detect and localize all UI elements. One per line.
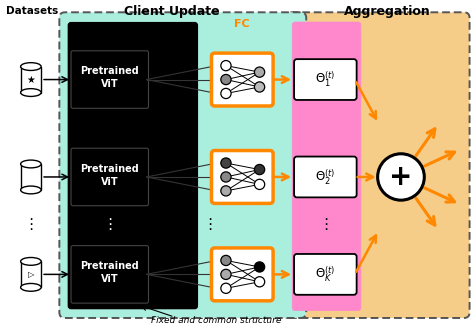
Ellipse shape [20, 186, 41, 194]
Text: ⋮: ⋮ [23, 217, 38, 232]
Circle shape [221, 60, 231, 71]
Text: Pretrained
ViT: Pretrained ViT [81, 66, 139, 89]
Text: $\Theta_1^{(t)}$: $\Theta_1^{(t)}$ [315, 70, 336, 89]
Circle shape [221, 255, 231, 266]
Text: ⋮: ⋮ [318, 217, 333, 232]
Text: Fixed and common structure: Fixed and common structure [151, 316, 282, 325]
FancyBboxPatch shape [292, 22, 361, 311]
Bar [20, 164, 41, 190]
Text: ⋮: ⋮ [202, 217, 217, 232]
FancyBboxPatch shape [71, 246, 148, 303]
Text: +: + [389, 163, 413, 191]
FancyBboxPatch shape [211, 150, 273, 203]
Ellipse shape [20, 160, 41, 168]
FancyBboxPatch shape [294, 157, 356, 198]
Text: ⋮: ⋮ [102, 217, 118, 232]
Text: Pretrained
ViT: Pretrained ViT [81, 164, 139, 187]
Circle shape [221, 75, 231, 85]
Text: Datasets: Datasets [6, 6, 58, 16]
Circle shape [221, 158, 231, 168]
Circle shape [255, 67, 264, 77]
Ellipse shape [20, 89, 41, 96]
Text: ★: ★ [27, 75, 35, 85]
FancyBboxPatch shape [71, 51, 148, 108]
Circle shape [221, 269, 231, 280]
Bar [20, 261, 41, 287]
FancyBboxPatch shape [294, 59, 356, 100]
Text: $\Theta_2^{(t)}$: $\Theta_2^{(t)}$ [315, 167, 336, 187]
Circle shape [221, 88, 231, 98]
FancyBboxPatch shape [211, 53, 273, 106]
Text: Pretrained
ViT: Pretrained ViT [81, 261, 139, 284]
Circle shape [255, 262, 264, 272]
Circle shape [221, 186, 231, 196]
FancyBboxPatch shape [283, 12, 470, 318]
FancyBboxPatch shape [294, 254, 356, 295]
FancyBboxPatch shape [71, 148, 148, 206]
Circle shape [221, 172, 231, 182]
Ellipse shape [20, 257, 41, 265]
Circle shape [255, 164, 264, 175]
Ellipse shape [20, 63, 41, 70]
Circle shape [255, 179, 264, 189]
Bar [20, 67, 41, 93]
FancyBboxPatch shape [59, 12, 306, 318]
Text: Aggregation: Aggregation [344, 5, 430, 18]
Circle shape [221, 283, 231, 293]
Circle shape [378, 154, 424, 200]
Text: FC: FC [235, 19, 250, 29]
Circle shape [255, 277, 264, 287]
FancyBboxPatch shape [211, 248, 273, 301]
Text: ▷: ▷ [27, 270, 34, 279]
Ellipse shape [20, 284, 41, 291]
Circle shape [255, 82, 264, 92]
Text: $\Theta_K^{(t)}$: $\Theta_K^{(t)}$ [315, 265, 336, 284]
FancyBboxPatch shape [69, 23, 197, 308]
Text: Client Update: Client Update [125, 5, 220, 18]
